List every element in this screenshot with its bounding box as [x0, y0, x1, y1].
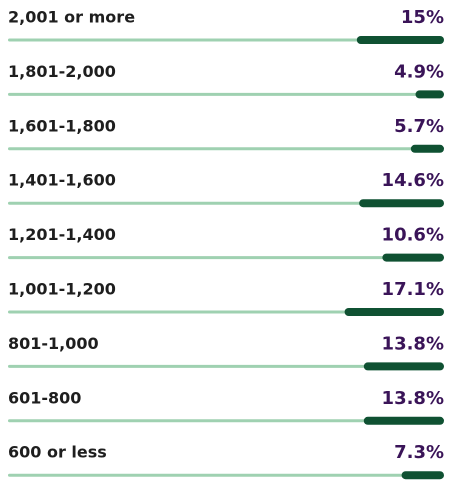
- value-label: 7.3%: [394, 442, 444, 463]
- category-label: 1,401-1,600: [8, 171, 116, 190]
- value-label: 15%: [401, 7, 444, 28]
- track: [8, 419, 440, 423]
- value-label: 13.8%: [382, 333, 444, 354]
- category-label: 600 or less: [8, 443, 107, 462]
- category-label: 1,801-2,000: [8, 62, 116, 81]
- bar: [359, 199, 444, 208]
- track: [8, 92, 440, 96]
- value-label: 17.1%: [382, 279, 444, 300]
- track: [8, 310, 440, 314]
- bar: [363, 362, 444, 371]
- track: [8, 147, 440, 151]
- track: [8, 473, 440, 477]
- category-label: 1,601-1,800: [8, 116, 116, 135]
- value-label: 4.9%: [394, 61, 444, 82]
- track: [8, 201, 440, 205]
- bar: [363, 416, 444, 425]
- bar: [382, 253, 444, 262]
- value-label: 5.7%: [394, 116, 444, 137]
- bar: [415, 90, 444, 99]
- category-label: 801-1,000: [8, 334, 99, 353]
- track: [8, 38, 440, 42]
- category-label: 601-800: [8, 388, 81, 407]
- bar: [410, 144, 444, 153]
- bar: [344, 308, 444, 316]
- category-label: 2,001 or more: [8, 8, 135, 27]
- value-label: 10.6%: [382, 225, 444, 246]
- value-label: 14.6%: [382, 170, 444, 191]
- bar: [401, 471, 444, 480]
- category-label: 1,001-1,200: [8, 280, 116, 299]
- category-label: 1,201-1,400: [8, 225, 116, 244]
- bar: [356, 36, 444, 44]
- track: [8, 256, 440, 260]
- track: [8, 364, 440, 368]
- value-label: 13.8%: [382, 388, 444, 409]
